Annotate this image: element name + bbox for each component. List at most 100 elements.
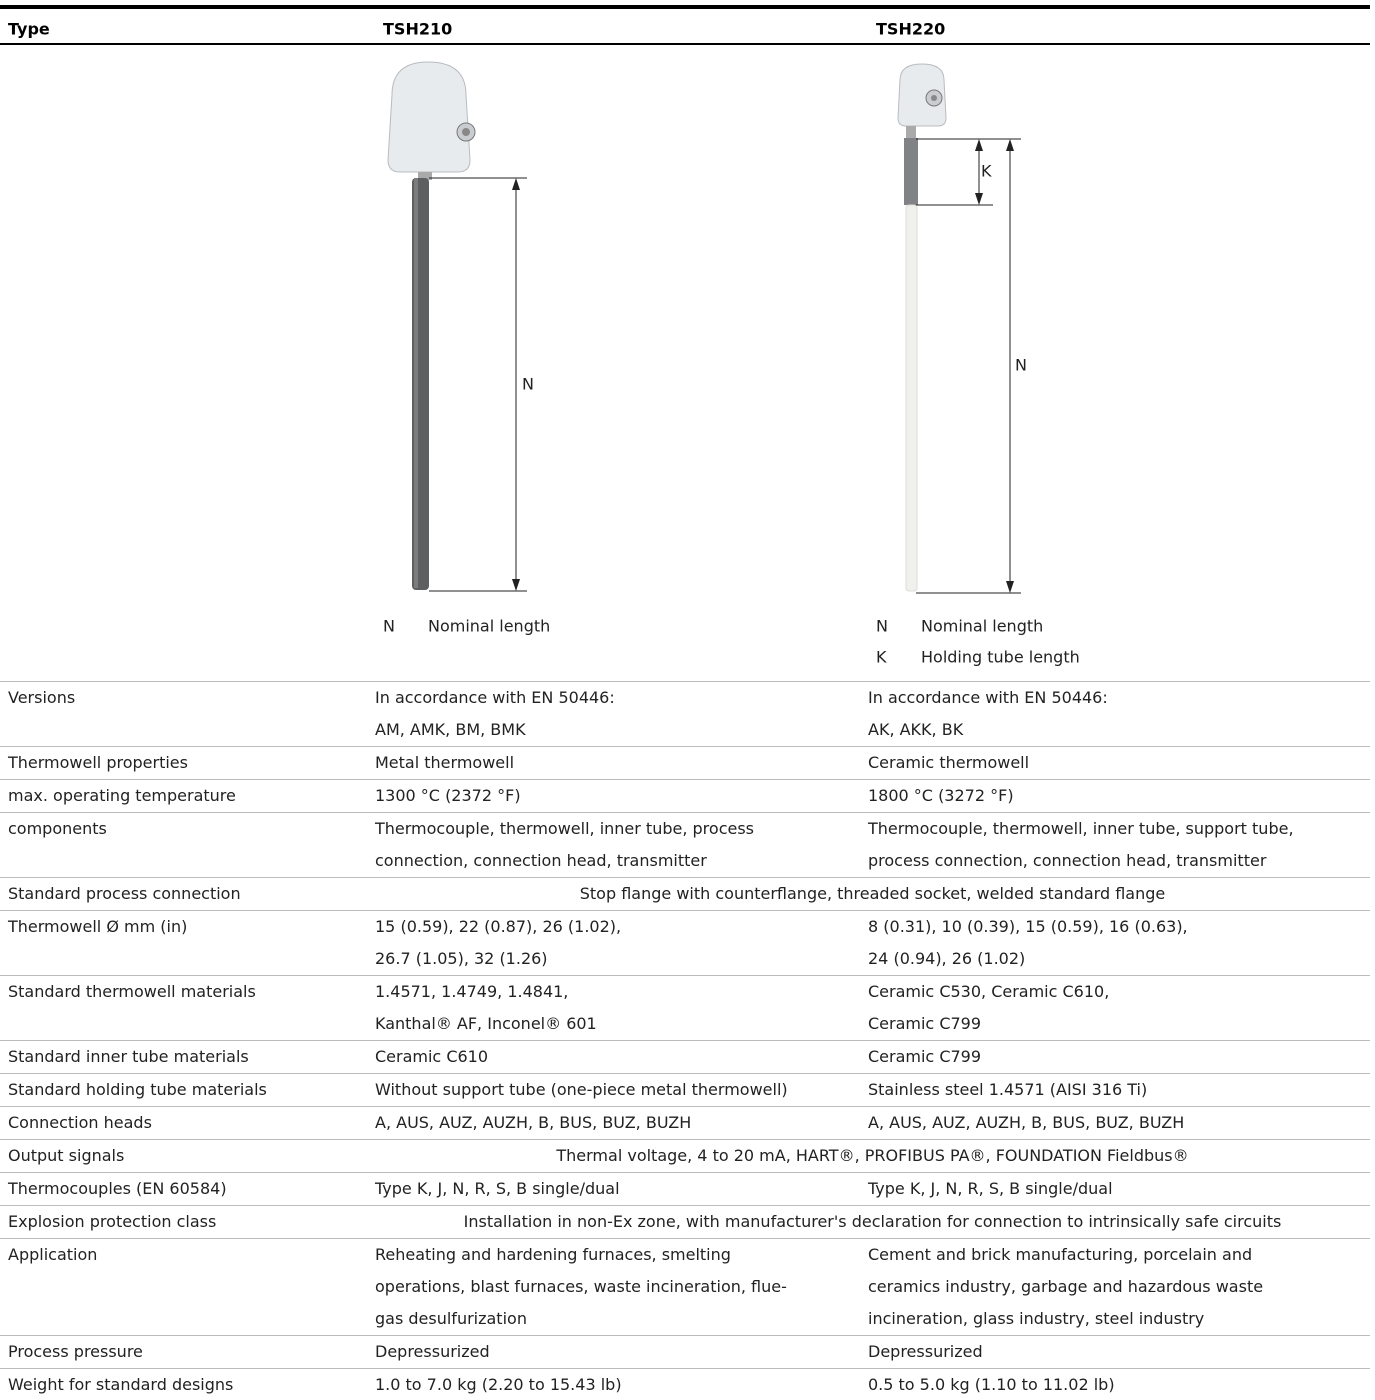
value-line: Thermal voltage, 4 to 20 mA, HART®, PROF… [375,1140,1370,1172]
column-header: TSH210 [383,20,452,39]
value-line: 1300 °C (2372 °F) [375,780,868,812]
header-rule [0,43,1370,45]
legend-text: Holding tube length [921,648,1080,667]
row-label: Application [8,1239,375,1271]
value-line: operations, blast furnaces, waste incine… [375,1271,868,1303]
legend-text: Nominal length [428,617,550,636]
row-label: Weight for standard designs [8,1369,375,1400]
value-cell: Ceramic C799 [868,1041,1370,1073]
value-line: AM, AMK, BM, BMK [375,714,868,746]
row-label: Connection heads [8,1107,375,1139]
row-label-cell: Process pressure [0,1336,375,1368]
value-cell: In accordance with EN 50446:AM, AMK, BM,… [375,682,868,746]
value-cell: 1300 °C (2372 °F) [375,780,868,812]
value-line: 24 (0.94), 26 (1.02) [868,943,1370,975]
row-label: Thermocouples (EN 60584) [8,1173,375,1205]
value-line: Metal thermowell [375,747,868,779]
value-cell: 0.5 to 5.0 kg (1.10 to 11.02 lb) [868,1369,1370,1400]
value-line: 1.4571, 1.4749, 1.4841, [375,976,868,1008]
row-label: Versions [8,682,375,714]
value-line: Thermocouple, thermowell, inner tube, pr… [375,813,868,845]
value-cell: 8 (0.31), 10 (0.39), 15 (0.59), 16 (0.63… [868,911,1370,975]
value-cell: Depressurized [375,1336,868,1368]
value-line: Type K, J, N, R, S, B single/dual [375,1173,868,1205]
value-cell: A, AUS, AUZ, AUZH, B, BUS, BUZ, BUZH [375,1107,868,1139]
row-label: Thermowell Ø mm (in) [8,911,375,943]
type-label: Type [8,20,50,39]
value-cell: Cement and brick manufacturing, porcelai… [868,1239,1370,1335]
value-line: Ceramic C530, Ceramic C610, [868,976,1370,1008]
top-rule [0,5,1370,9]
value-line: incineration, glass industry, steel indu… [868,1303,1370,1335]
value-cell: 1.4571, 1.4749, 1.4841,Kanthal® AF, Inco… [375,976,868,1040]
row-label-cell: Output signals [0,1140,375,1172]
value-cell: Thermocouple, thermowell, inner tube, su… [868,813,1370,877]
value-cell: 15 (0.59), 22 (0.87), 26 (1.02),26.7 (1.… [375,911,868,975]
row-label-cell: Weight for standard designs [0,1369,375,1400]
row-label-cell: Standard process connection [0,878,375,910]
legend-symbol: N [383,617,395,636]
value-line: Depressurized [868,1336,1370,1368]
row-label-cell: Connection heads [0,1107,375,1139]
value-line: 8 (0.31), 10 (0.39), 15 (0.59), 16 (0.63… [868,911,1370,943]
value-line: Cement and brick manufacturing, porcelai… [868,1239,1370,1271]
value-line: connection, connection head, transmitter [375,845,868,877]
value-line: In accordance with EN 50446: [375,682,868,714]
spanning-cell: Thermal voltage, 4 to 20 mA, HART®, PROF… [375,1140,1370,1172]
value-cell: Thermocouple, thermowell, inner tube, pr… [375,813,868,877]
legend-text: Nominal length [921,617,1043,636]
value-line: AK, AKK, BK [868,714,1370,746]
value-line: Ceramic thermowell [868,747,1370,779]
value-line: 15 (0.59), 22 (0.87), 26 (1.02), [375,911,868,943]
value-line: In accordance with EN 50446: [868,682,1370,714]
value-cell: Type K, J, N, R, S, B single/dual [375,1173,868,1205]
dimension-label: K [981,162,992,181]
value-line: Type K, J, N, R, S, B single/dual [868,1173,1370,1205]
value-cell: Ceramic C610 [375,1041,868,1073]
value-line: Thermocouple, thermowell, inner tube, su… [868,813,1370,845]
value-line: Stop flange with counterflange, threaded… [375,878,1370,910]
value-line: 26.7 (1.05), 32 (1.26) [375,943,868,975]
row-label: Standard holding tube materials [8,1074,375,1106]
column-header: TSH220 [876,20,945,39]
row-label-cell: Standard thermowell materials [0,976,375,1040]
value-cell: Depressurized [868,1336,1370,1368]
row-label-cell: Explosion protection class [0,1206,375,1238]
value-line: Depressurized [375,1336,868,1368]
row-label: Standard process connection [8,878,375,910]
value-cell: Reheating and hardening furnaces, smelti… [375,1239,868,1335]
value-cell: 1800 °C (3272 °F) [868,780,1370,812]
row-label: max. operating temperature [8,780,375,812]
value-cell: Without support tube (one-piece metal th… [375,1074,868,1106]
value-line: Installation in non-Ex zone, with manufa… [375,1206,1370,1238]
value-cell: In accordance with EN 50446:AK, AKK, BK [868,682,1370,746]
row-label: Thermowell properties [8,747,375,779]
value-line: ceramics industry, garbage and hazardous… [868,1271,1370,1303]
value-line: 1.0 to 7.0 kg (2.20 to 15.43 lb) [375,1369,868,1400]
value-line: A, AUS, AUZ, AUZH, B, BUS, BUZ, BUZH [868,1107,1370,1139]
row-label-cell: Standard holding tube materials [0,1074,375,1106]
table-row: Thermowell Ø mm (in)15 (0.59), 22 (0.87)… [0,910,1370,975]
value-line: 1800 °C (3272 °F) [868,780,1370,812]
value-line: Reheating and hardening furnaces, smelti… [375,1239,868,1271]
spanning-cell: Installation in non-Ex zone, with manufa… [375,1206,1370,1238]
value-cell: Ceramic thermowell [868,747,1370,779]
value-line: Without support tube (one-piece metal th… [375,1074,868,1106]
value-line: Ceramic C799 [868,1041,1370,1073]
value-cell: Ceramic C530, Ceramic C610,Ceramic C799 [868,976,1370,1040]
row-label-cell: Thermocouples (EN 60584) [0,1173,375,1205]
dimension-label: N [522,375,534,394]
row-label-cell: Thermowell properties [0,747,375,779]
row-label-cell: components [0,813,375,877]
value-cell: 1.0 to 7.0 kg (2.20 to 15.43 lb) [375,1369,868,1400]
